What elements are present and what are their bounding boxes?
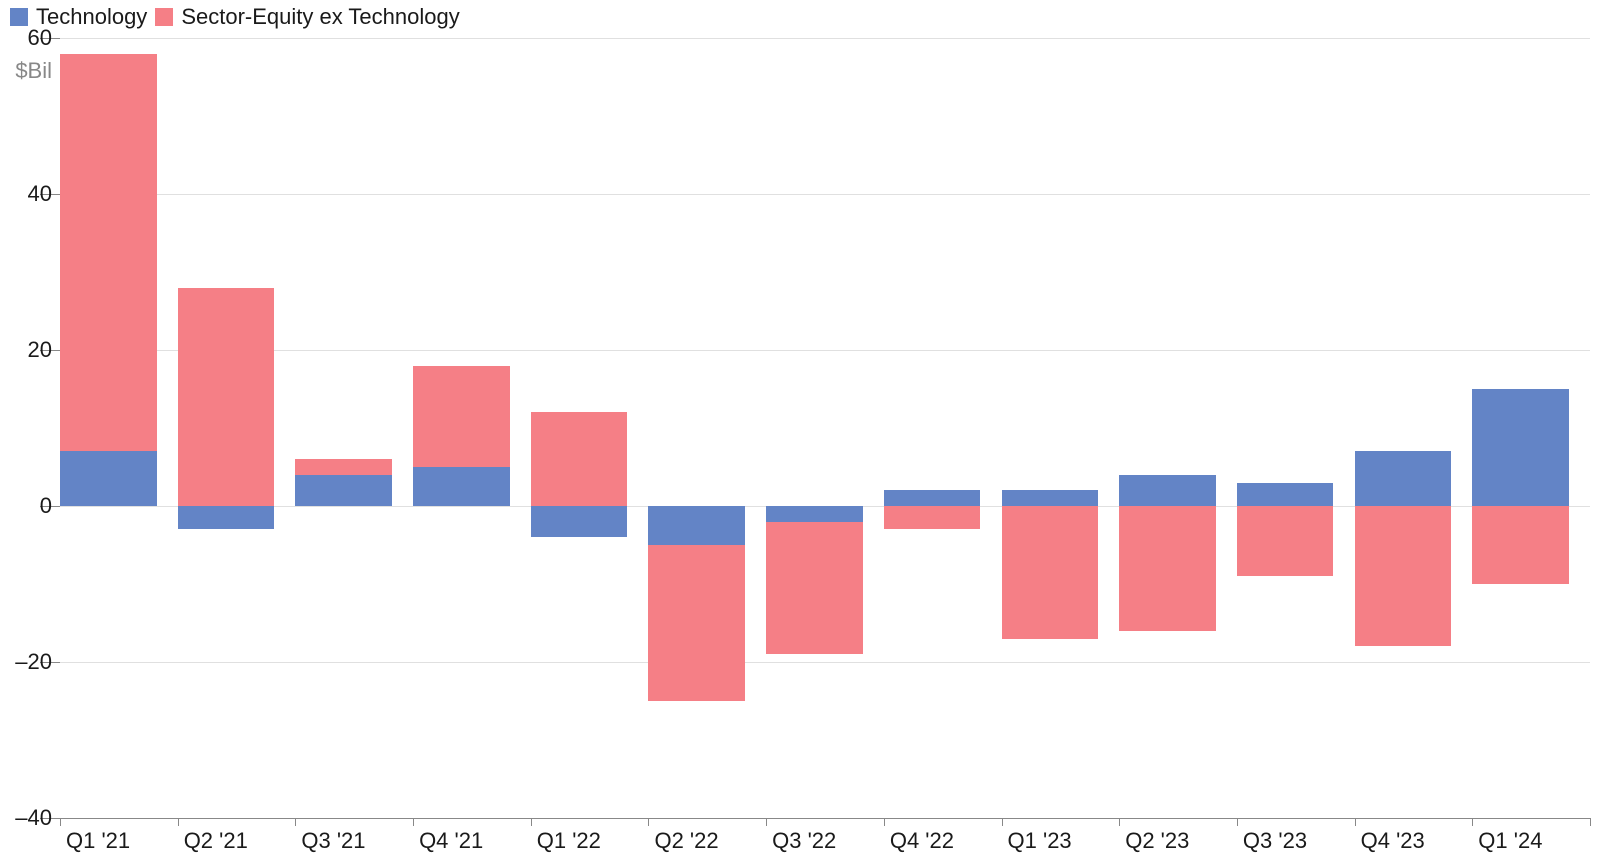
x-category-label: Q1 '23 xyxy=(1008,828,1072,854)
y-tick-label: 40 xyxy=(28,181,52,207)
legend-label-extech: Sector-Equity ex Technology xyxy=(181,4,459,30)
bar-extech xyxy=(648,545,745,701)
x-axis-line xyxy=(60,818,1590,819)
x-category-label: Q4 '21 xyxy=(419,828,483,854)
bar-tech xyxy=(1237,483,1334,506)
bar-tech xyxy=(1119,475,1216,506)
bar-extech xyxy=(1119,506,1216,631)
x-tick xyxy=(1355,818,1356,826)
gridline xyxy=(60,350,1590,351)
x-tick xyxy=(1119,818,1120,826)
legend-swatch-technology xyxy=(10,8,28,26)
x-tick xyxy=(531,818,532,826)
x-category-label: Q1 '22 xyxy=(537,828,601,854)
x-tick xyxy=(413,818,414,826)
bar-tech xyxy=(1472,389,1569,506)
bar-tech xyxy=(295,475,392,506)
x-category-label: Q3 '21 xyxy=(301,828,365,854)
bar-tech xyxy=(766,506,863,522)
bar-tech xyxy=(1002,490,1099,506)
bar-tech xyxy=(1355,451,1452,506)
x-category-label: Q2 '21 xyxy=(184,828,248,854)
x-category-label: Q2 '22 xyxy=(654,828,718,854)
plot-area: 6040200–20–40$BilQ1 '21Q2 '21Q3 '21Q4 '2… xyxy=(60,38,1590,818)
x-category-label: Q2 '23 xyxy=(1125,828,1189,854)
gridline xyxy=(60,38,1590,39)
legend-label-technology: Technology xyxy=(36,4,147,30)
bar-extech xyxy=(1355,506,1452,646)
x-category-label: Q3 '22 xyxy=(772,828,836,854)
x-category-label: Q4 '23 xyxy=(1361,828,1425,854)
x-tick xyxy=(295,818,296,826)
x-tick xyxy=(60,818,61,826)
gridline xyxy=(60,662,1590,663)
chart-container: Technology Sector-Equity ex Technology 6… xyxy=(0,0,1600,853)
gridline xyxy=(60,194,1590,195)
bar-extech xyxy=(1237,506,1334,576)
bar-extech xyxy=(413,366,510,467)
x-category-label: Q4 '22 xyxy=(890,828,954,854)
bar-extech xyxy=(1472,506,1569,584)
x-tick xyxy=(1237,818,1238,826)
y-tick-label: 60 xyxy=(28,25,52,51)
bar-extech xyxy=(531,412,628,506)
bar-tech xyxy=(413,467,510,506)
x-category-label: Q3 '23 xyxy=(1243,828,1307,854)
bar-extech xyxy=(1002,506,1099,639)
x-tick xyxy=(766,818,767,826)
legend-swatch-extech xyxy=(155,8,173,26)
x-tick xyxy=(1590,818,1591,826)
bar-extech xyxy=(178,288,275,506)
bar-extech xyxy=(884,506,981,529)
x-category-label: Q1 '24 xyxy=(1478,828,1542,854)
x-tick xyxy=(648,818,649,826)
bar-tech xyxy=(884,490,981,506)
y-tick-label: –40 xyxy=(15,805,52,831)
bar-extech xyxy=(766,522,863,655)
legend: Technology Sector-Equity ex Technology xyxy=(10,4,460,30)
y-tick-label: –20 xyxy=(15,649,52,675)
bar-tech xyxy=(178,506,275,529)
y-tick-label: 20 xyxy=(28,337,52,363)
bar-extech xyxy=(60,54,157,452)
x-tick xyxy=(178,818,179,826)
y-tick-label: 0 xyxy=(40,493,52,519)
x-tick xyxy=(884,818,885,826)
x-tick xyxy=(1002,818,1003,826)
bar-tech xyxy=(648,506,745,545)
x-tick xyxy=(1472,818,1473,826)
x-category-label: Q1 '21 xyxy=(66,828,130,854)
y-unit-label: $Bil xyxy=(15,58,52,84)
bar-extech xyxy=(295,459,392,475)
bar-tech xyxy=(531,506,628,537)
bar-tech xyxy=(60,451,157,506)
